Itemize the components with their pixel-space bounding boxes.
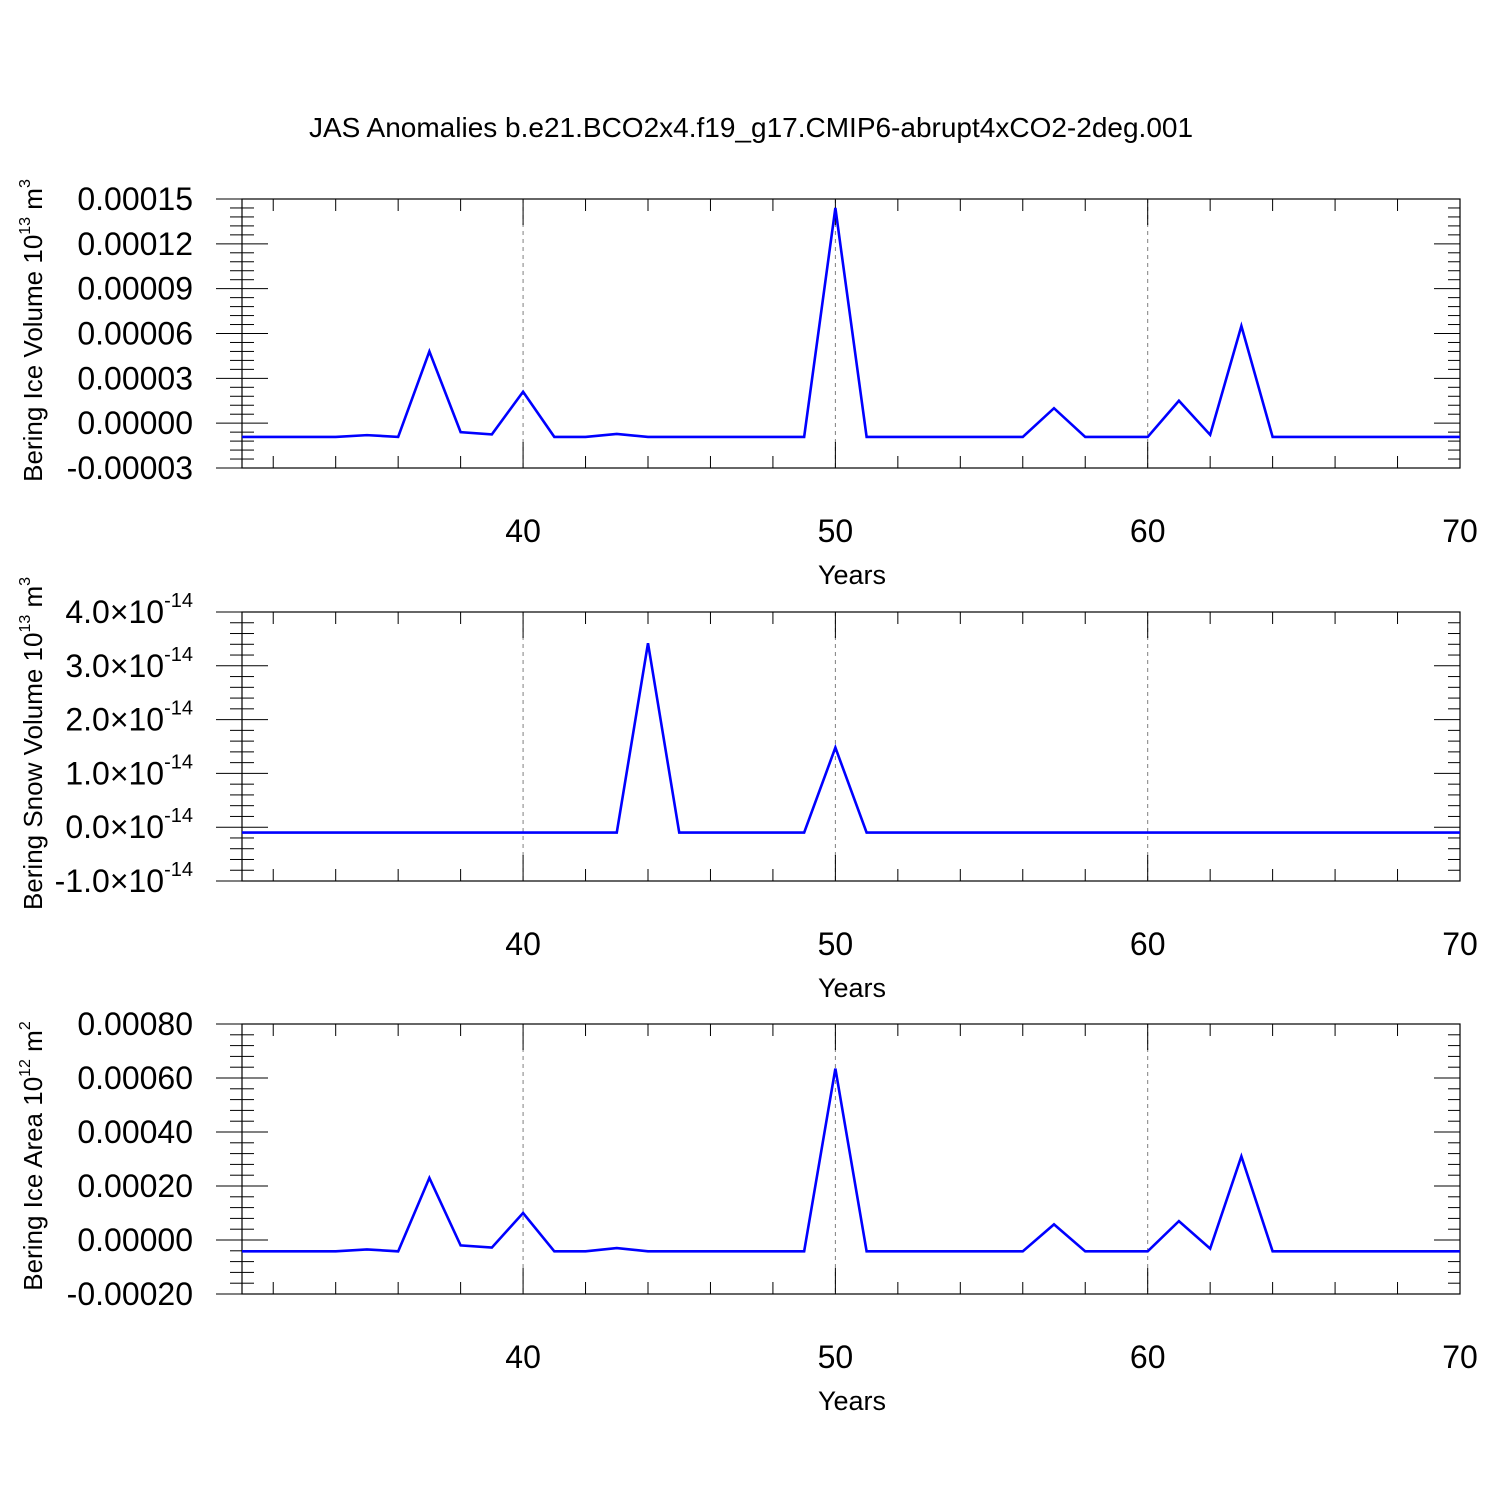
x-tick-label: 60	[1130, 926, 1166, 962]
x-tick-label: 60	[1130, 513, 1166, 549]
x-tick-label: 40	[505, 1339, 541, 1375]
series-line	[242, 207, 1460, 439]
y-tick-label: 0.00040	[77, 1114, 193, 1150]
chart-panel-3: 40 50 60 70 Years -0.00020 0.00000 0.00020 0.000…	[17, 1006, 1478, 1416]
y-tick-label: 0.0×10-14	[65, 805, 193, 845]
chart-panel-1: 40 50 60 70 Years -0.00003 0.00000 0.00003 0.000…	[17, 179, 1478, 590]
chart-panel-2: 40 50 60 70 Years -1.0×10-14 0.0×10-14 1.0×10-1…	[17, 577, 1478, 1003]
y-tick-label: -0.00020	[67, 1276, 193, 1312]
y-tick-label: 0.00012	[77, 226, 193, 262]
x-tick-label: 60	[1130, 1339, 1166, 1375]
y-axis-label: Bering Snow Volume 1013 m3	[17, 577, 48, 910]
y-axis-label: Bering Ice Area 1012 m2	[17, 1021, 48, 1291]
series-line	[242, 642, 1460, 834]
y-tick-label: 0.00000	[77, 405, 193, 441]
x-tick-label: 40	[505, 926, 541, 962]
x-tick-label: 50	[818, 513, 854, 549]
plot-frame	[241, 198, 1461, 469]
y-tick-label: 0.00009	[77, 271, 193, 307]
x-axis-label: Years	[818, 973, 886, 1003]
x-tick-label: 70	[1442, 1339, 1478, 1375]
y-tick-label: 3.0×10-14	[65, 644, 193, 684]
x-tick-label: 50	[818, 1339, 854, 1375]
plot-frame	[241, 1023, 1461, 1295]
y-tick-label: 4.0×10-14	[65, 590, 193, 630]
x-tick-label: 50	[818, 926, 854, 962]
y-tick-label: 1.0×10-14	[65, 751, 193, 791]
y-tick-label: 0.00000	[77, 1222, 193, 1258]
y-axis-label: Bering Ice Volume 1013 m3	[17, 179, 48, 482]
y-tick-label: 0.00003	[77, 360, 193, 396]
y-tick-label: -1.0×10-14	[55, 859, 193, 899]
figure-title: JAS Anomalies b.e21.BCO2x4.f19_g17.CMIP6…	[309, 112, 1193, 143]
series-line	[242, 1068, 1460, 1253]
y-tick-label: 0.00060	[77, 1060, 193, 1096]
x-tick-label: 70	[1442, 926, 1478, 962]
y-tick-label: 0.00080	[77, 1006, 193, 1042]
x-tick-label: 70	[1442, 513, 1478, 549]
y-tick-label: 2.0×10-14	[65, 698, 193, 738]
y-tick-label: -0.00003	[67, 450, 193, 486]
y-tick-label: 0.00015	[77, 181, 193, 217]
x-axis-label: Years	[818, 1386, 886, 1416]
y-tick-label: 0.00020	[77, 1168, 193, 1204]
y-tick-label: 0.00006	[77, 316, 193, 352]
x-tick-label: 40	[505, 513, 541, 549]
plot-frame	[241, 611, 1461, 882]
x-axis-label: Years	[818, 560, 886, 590]
